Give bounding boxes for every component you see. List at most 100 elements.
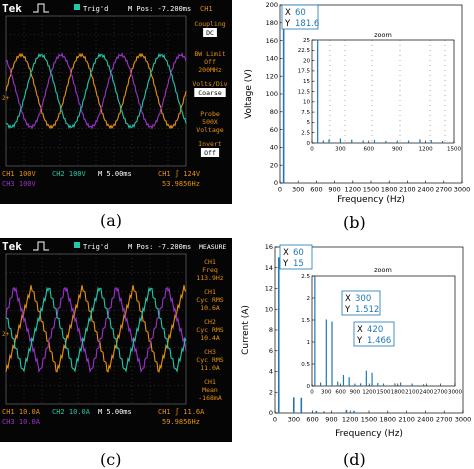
y-tick-label: 7.5 [301, 110, 310, 116]
y-tick-label: 1 [307, 340, 311, 346]
y-tick-label: 20 [270, 161, 278, 169]
cursor-box [281, 4, 319, 30]
ch1-waveform [5, 52, 187, 130]
menu-item-label: CH2 [204, 318, 216, 326]
menu-item-value: Off [204, 149, 216, 157]
y-tick-label: 8 [269, 326, 273, 334]
cursor-x-label: X [345, 294, 351, 304]
menu-item-extra: 11.0A [200, 364, 220, 372]
inset-zoom-label: zoom [374, 266, 392, 274]
x-tick-label: 0 [310, 147, 314, 153]
menu-item-value: 500X [202, 118, 218, 126]
cursor-x-value: 420 [367, 325, 383, 335]
scope-c-ch2-scale: CH2 10.0A [52, 408, 91, 416]
scope-c-brand: Tek [2, 240, 22, 253]
x-tick-label: 2400 [417, 186, 434, 194]
chart-d-xlabel: Frequency (Hz) [335, 429, 403, 439]
chart-d-ylabel: Current (A) [241, 305, 251, 355]
chart-b-inset: 0 300 600 900 1200 1500 0 2.5 5 7.5 10 12.5 15 17.5 20… [298, 31, 462, 153]
trigger-edge-icon [33, 241, 49, 251]
menu-item-value: DC [206, 29, 214, 37]
cursor-y-value: 1.512 [355, 305, 379, 315]
x-tick-label: 3000 [455, 416, 472, 424]
y-tick-label: 180 [266, 19, 278, 27]
menu-item-label: BW Limit [194, 50, 225, 58]
x-tick-label: 1500 [361, 416, 378, 424]
menu-item-value: Coarse [198, 89, 222, 97]
menu-item-label: CH1 [204, 378, 216, 386]
menu-item-value: Cyc RMS [196, 326, 223, 334]
x-tick-label: 300 [288, 416, 300, 424]
x-tick-label: 2100 [398, 416, 415, 424]
cursor-box [341, 290, 381, 316]
y-tick-label: 0 [307, 141, 311, 147]
scope-c-trigger-level: CH1 ∫ 11.6A [158, 407, 205, 416]
chart-d-cursor-box-3: X 420 Y 1.466 [353, 321, 395, 347]
y-tick-label: 4 [269, 368, 273, 376]
y-tick-label: 25 [303, 38, 310, 44]
panel-b-caption: (b) [343, 213, 366, 232]
y-tick-label: 15 [303, 79, 310, 85]
scope-a-channel: CH1 [200, 5, 213, 13]
cursor-y-label: Y [356, 336, 363, 346]
scope-a-ch2-scale: CH2 100V [52, 170, 87, 178]
x-tick-label: 600 [306, 416, 318, 424]
x-tick-label: 3000 [448, 390, 462, 396]
x-tick-label: 1200 [345, 186, 362, 194]
x-tick-label: 0 [310, 390, 314, 396]
chart-b-ylabel: Voltage (V) [244, 69, 254, 119]
x-tick-label: 600 [335, 390, 346, 396]
x-tick-label: 0 [273, 416, 277, 424]
scope-a-ch-marker: 2+ [2, 95, 10, 102]
scope-c-mpos: M Pos: -7.200ms [128, 243, 191, 251]
scope-c-ch3-scale: CH3 10.0A [2, 418, 41, 426]
panel-d-caption: (d) [343, 450, 366, 469]
x-tick-label: 1800 [391, 390, 405, 396]
x-tick-label: 2700 [436, 186, 453, 194]
chart-b-cursor-box: X 60 Y 181.6 [281, 4, 319, 30]
menu-item-value: Cyc RMS [196, 356, 223, 364]
cursor-y-value: 15 [293, 259, 304, 269]
scope-a-trigger-level: CH1 ∫ 124V [158, 169, 201, 178]
scope-a-mpos: M Pos: -7.200ms [128, 5, 191, 13]
scope-a-status: Trig'd [83, 5, 108, 13]
scope-a-brand: Tek [2, 2, 22, 15]
x-tick-label: 2700 [436, 416, 453, 424]
trig-indicator-icon [74, 242, 80, 248]
chart-d-cursor-box-2: X 300 Y 1.512 [341, 290, 381, 316]
menu-item-extra: Voltage [196, 126, 223, 134]
x-tick-label: 300 [292, 186, 304, 194]
y-tick-label: 16 [265, 243, 273, 251]
x-tick-label: 1500 [447, 147, 461, 153]
y-tick-label: 40 [270, 144, 278, 152]
menu-item-value: Cyc RMS [196, 296, 223, 304]
x-tick-label: 1200 [419, 147, 433, 153]
menu-item-label: Volts/Div [192, 80, 227, 88]
scope-c-status: Trig'd [83, 243, 108, 251]
menu-item-value: Mean [202, 386, 218, 394]
scope-c-frequency: 59.9856Hz [162, 418, 200, 426]
y-tick-label: 0 [307, 384, 311, 390]
x-tick-label: 2100 [405, 390, 419, 396]
cursor-y-label: Y [284, 19, 291, 29]
menu-item-extra: 10.6A [200, 304, 220, 312]
ch1-waveform [5, 285, 187, 373]
cursor-x-label: X [285, 8, 291, 18]
menu-value-box [203, 28, 217, 37]
x-tick-label: 3000 [454, 186, 471, 194]
scope-a-frequency: 53.9856Hz [162, 180, 200, 188]
y-tick-label: 14 [265, 264, 273, 272]
y-tick-label: 60 [270, 126, 278, 134]
y-tick-label: 140 [266, 55, 278, 63]
scope-a-ch1-scale: CH1 100V [2, 170, 37, 178]
scope-c-ch1-scale: CH1 10.0A [2, 408, 41, 416]
x-tick-label: 1500 [363, 186, 380, 194]
menu-item-value: Freq [202, 266, 218, 274]
menu-item-label: CH1 [204, 258, 216, 266]
y-tick-label: 12.5 [298, 89, 311, 95]
x-tick-label: 300 [321, 390, 332, 396]
ch2-waveform [5, 52, 187, 130]
cursor-box [279, 244, 313, 270]
chart-d-inset: 0 300 600 900 1200 1500 1800 2100 2400 2700 300000… [301, 266, 462, 396]
